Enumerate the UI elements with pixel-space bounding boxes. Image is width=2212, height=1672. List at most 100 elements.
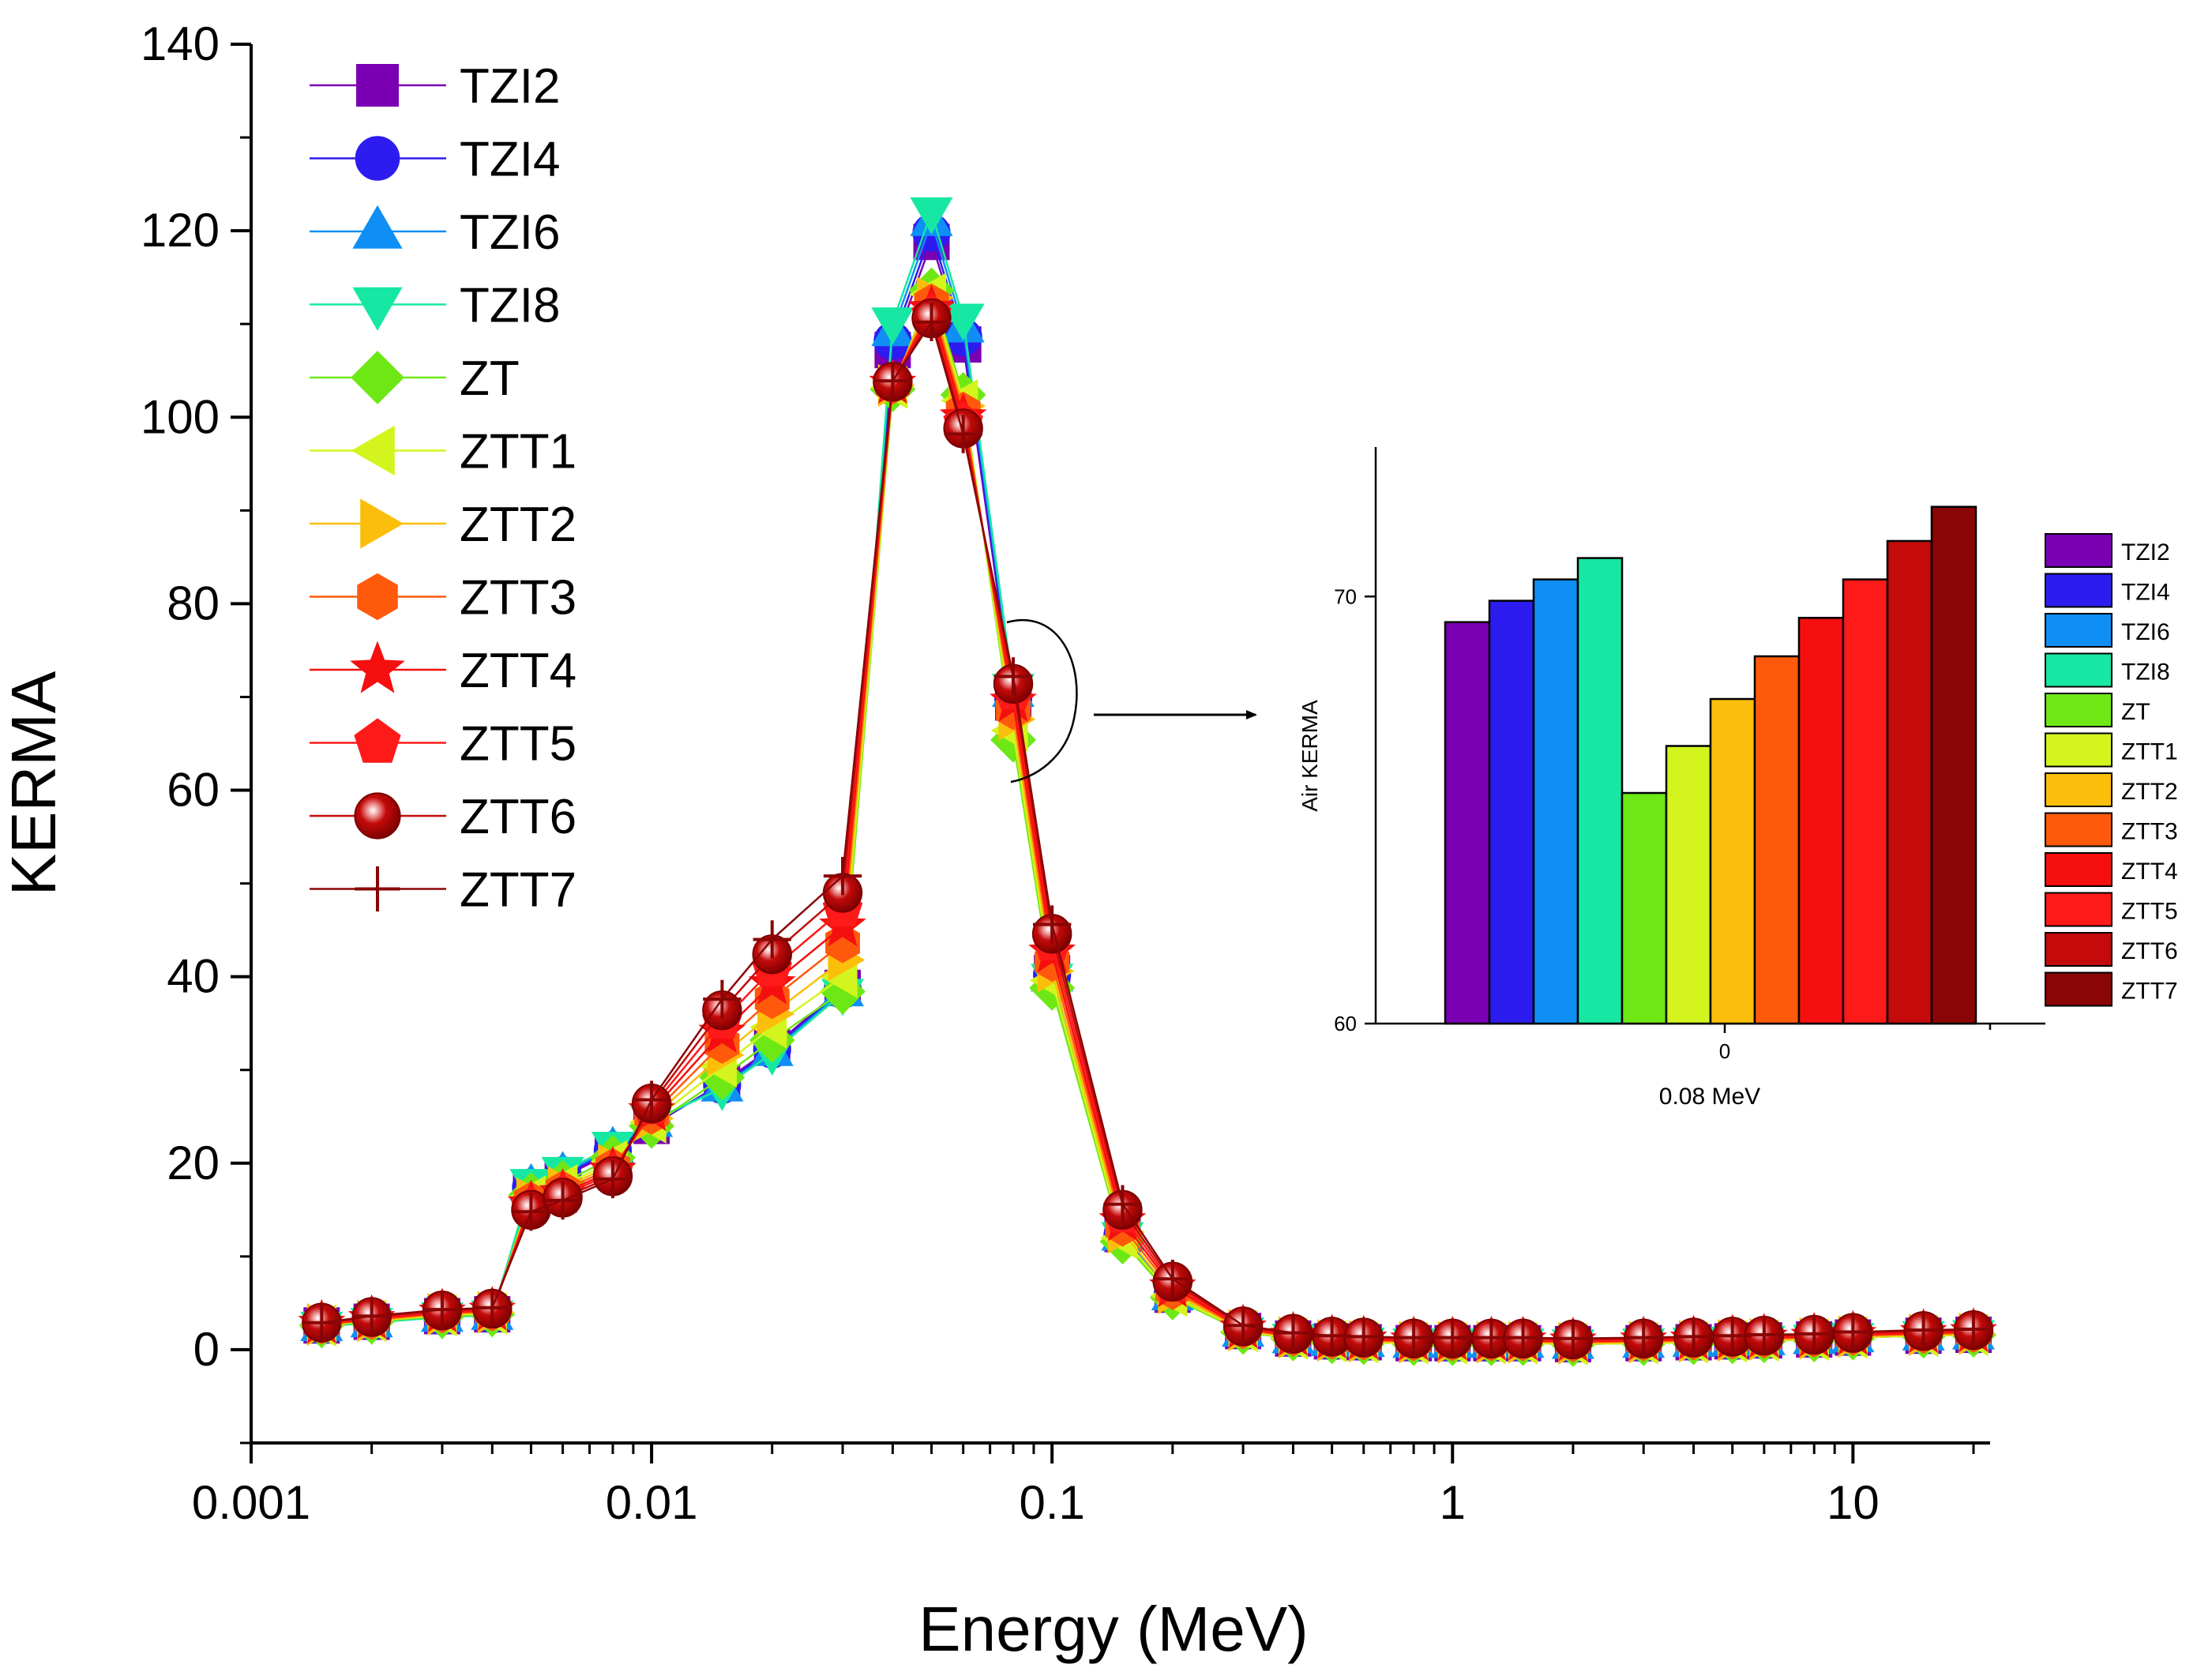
main-y-tick-label: 60 bbox=[167, 764, 220, 817]
inset-legend-item-ztt4: ZTT4 bbox=[2045, 852, 2178, 887]
data-point-ztt7 bbox=[1795, 1314, 1834, 1354]
data-point-ztt7 bbox=[632, 1080, 671, 1119]
main-x-tick-label: 0.1 bbox=[1019, 1476, 1084, 1529]
inset-legend-item-ztt1: ZTT1 bbox=[2045, 732, 2178, 768]
data-point-ztt7 bbox=[753, 920, 791, 959]
inset-legend-label: ZTT6 bbox=[2121, 938, 2178, 964]
data-point-ztt7 bbox=[1274, 1313, 1313, 1352]
data-point-tzi8 bbox=[910, 197, 953, 235]
legend-item-ztt4: ZTT4 bbox=[310, 641, 576, 698]
data-point-ztt7 bbox=[1553, 1319, 1593, 1358]
legend-marker-zt bbox=[351, 351, 404, 404]
data-point-ztt7 bbox=[302, 1303, 341, 1342]
data-point-ztt7 bbox=[1394, 1318, 1433, 1357]
legend-item-zt: ZT bbox=[310, 351, 520, 406]
legend-item-ztt1: ZTT1 bbox=[310, 425, 576, 479]
inset-legend-label: TZI4 bbox=[2121, 580, 2170, 606]
legend-label: TZI6 bbox=[460, 205, 560, 260]
legend-marker-ztt2 bbox=[360, 498, 404, 549]
main-y-tick-label: 40 bbox=[167, 950, 220, 1003]
data-point-tzi8 bbox=[941, 303, 985, 341]
legend-marker-ztt7 bbox=[355, 866, 400, 912]
zoom-callout-arc bbox=[1006, 619, 1078, 783]
legend-label: ZTT4 bbox=[460, 644, 576, 698]
legend-marker-ztt3 bbox=[357, 573, 398, 621]
data-point-ztt7 bbox=[912, 302, 951, 342]
inset-legend-label: TZI8 bbox=[2121, 659, 2170, 686]
data-point-ztt7 bbox=[993, 657, 1033, 696]
legend-marker-tzi4 bbox=[355, 136, 400, 181]
inset-legend-item-ztt5: ZTT5 bbox=[2045, 892, 2178, 927]
data-point-ztt7 bbox=[1674, 1317, 1713, 1356]
legend-marker-ztt1 bbox=[351, 425, 395, 476]
main-x-tick-label: 1 bbox=[1440, 1476, 1466, 1529]
inset-legend-swatch bbox=[2045, 533, 2112, 568]
data-point-ztt7 bbox=[1032, 905, 1072, 944]
data-point-ztt7 bbox=[1744, 1315, 1784, 1355]
data-point-ztt7 bbox=[1153, 1260, 1192, 1298]
inset-legend-item-zt: ZT bbox=[2045, 693, 2150, 727]
inset-legend-swatch bbox=[2045, 732, 2112, 768]
data-point-ztt7 bbox=[1954, 1309, 1993, 1349]
inset-y-tick-label: 70 bbox=[1334, 584, 1357, 608]
legend-label: ZTT3 bbox=[460, 571, 576, 626]
data-point-ztt7 bbox=[473, 1288, 512, 1328]
inset-legend-label: ZTT2 bbox=[2121, 779, 2178, 805]
inset-bar-ztt1 bbox=[1665, 745, 1712, 1025]
main-y-tick-label: 140 bbox=[141, 17, 220, 70]
data-point-ztt7 bbox=[593, 1159, 633, 1199]
data-point-ztt7 bbox=[944, 415, 982, 453]
legend-item-ztt2: ZTT2 bbox=[310, 498, 576, 552]
data-point-ztt7 bbox=[352, 1297, 391, 1336]
inset-bar-ztt7 bbox=[1930, 505, 1977, 1025]
inset-bars bbox=[1444, 505, 1977, 1025]
legend-label: ZTT5 bbox=[460, 717, 576, 772]
inset-x-tick-label: 0 bbox=[1719, 1039, 1730, 1063]
main-y-tick-label: 120 bbox=[141, 204, 220, 257]
inset-bar-tzi2 bbox=[1444, 621, 1491, 1025]
data-point-ztt7 bbox=[1834, 1313, 1872, 1351]
inset-legend-label: ZT bbox=[2121, 699, 2150, 725]
legend-label: ZTT6 bbox=[460, 790, 576, 844]
data-point-ztt7 bbox=[1504, 1318, 1542, 1357]
main-series bbox=[298, 197, 1997, 1367]
inset-legend-swatch bbox=[2045, 932, 2112, 967]
inset-bar-tzi6 bbox=[1532, 578, 1579, 1025]
legend-item-ztt3: ZTT3 bbox=[310, 571, 576, 626]
inset-legend-label: ZTT1 bbox=[2121, 739, 2178, 765]
legend-label: ZT bbox=[460, 351, 520, 406]
inset-legend-label: ZTT7 bbox=[2121, 979, 2178, 1005]
data-point-ztt7 bbox=[422, 1290, 462, 1329]
inset-bar-ztt4 bbox=[1797, 617, 1845, 1025]
main-x-tick-label: 10 bbox=[1827, 1476, 1880, 1529]
inset-legend-item-tzi8: TZI8 bbox=[2045, 652, 2170, 688]
inset-legend-label: TZI6 bbox=[2121, 619, 2170, 645]
main-y-axis-label: KERMA bbox=[0, 671, 69, 896]
data-point-ztt7 bbox=[512, 1192, 550, 1231]
inset-legend-item-ztt7: ZTT7 bbox=[2045, 971, 2178, 1007]
data-point-ztt7 bbox=[1103, 1185, 1142, 1223]
legend-label: ZTT1 bbox=[460, 425, 576, 479]
data-point-ztt7 bbox=[1223, 1306, 1263, 1345]
series-ztt7 bbox=[302, 302, 1993, 1358]
inset-legend-swatch bbox=[2045, 971, 2112, 1007]
data-point-ztt7 bbox=[1904, 1310, 1943, 1350]
inset-legend-item-ztt3: ZTT3 bbox=[2045, 812, 2178, 847]
data-point-ztt7 bbox=[1433, 1318, 1472, 1357]
legend-marker-ztt6 bbox=[354, 792, 401, 840]
legend-label: TZI2 bbox=[460, 59, 560, 114]
inset-legend-swatch bbox=[2045, 613, 2112, 648]
legend-marker-tzi2 bbox=[356, 64, 399, 107]
inset-bar-ztt6 bbox=[1886, 539, 1933, 1025]
inset-legend: TZI2 TZI4 TZI6 TZI8 ZT ZTT1 ZTT2 ZTT3 ZTT4 ZTT5 ZT… bbox=[2045, 533, 2178, 1007]
legend-marker-tzi6 bbox=[352, 205, 403, 249]
inset-legend-label: TZI2 bbox=[2121, 539, 2170, 565]
main-legend: TZI2 TZI4 TZI6 TZI8 ZT ZTT1 ZTT2 ZTT3 ZTT4 ZTT5 ZT… bbox=[310, 59, 576, 918]
inset-y-axis-label: Air KERMA bbox=[1298, 700, 1322, 812]
inset-legend-swatch bbox=[2045, 573, 2112, 608]
inset-legend-item-ztt2: ZTT2 bbox=[2045, 772, 2178, 807]
data-point-ztt7 bbox=[823, 856, 862, 896]
